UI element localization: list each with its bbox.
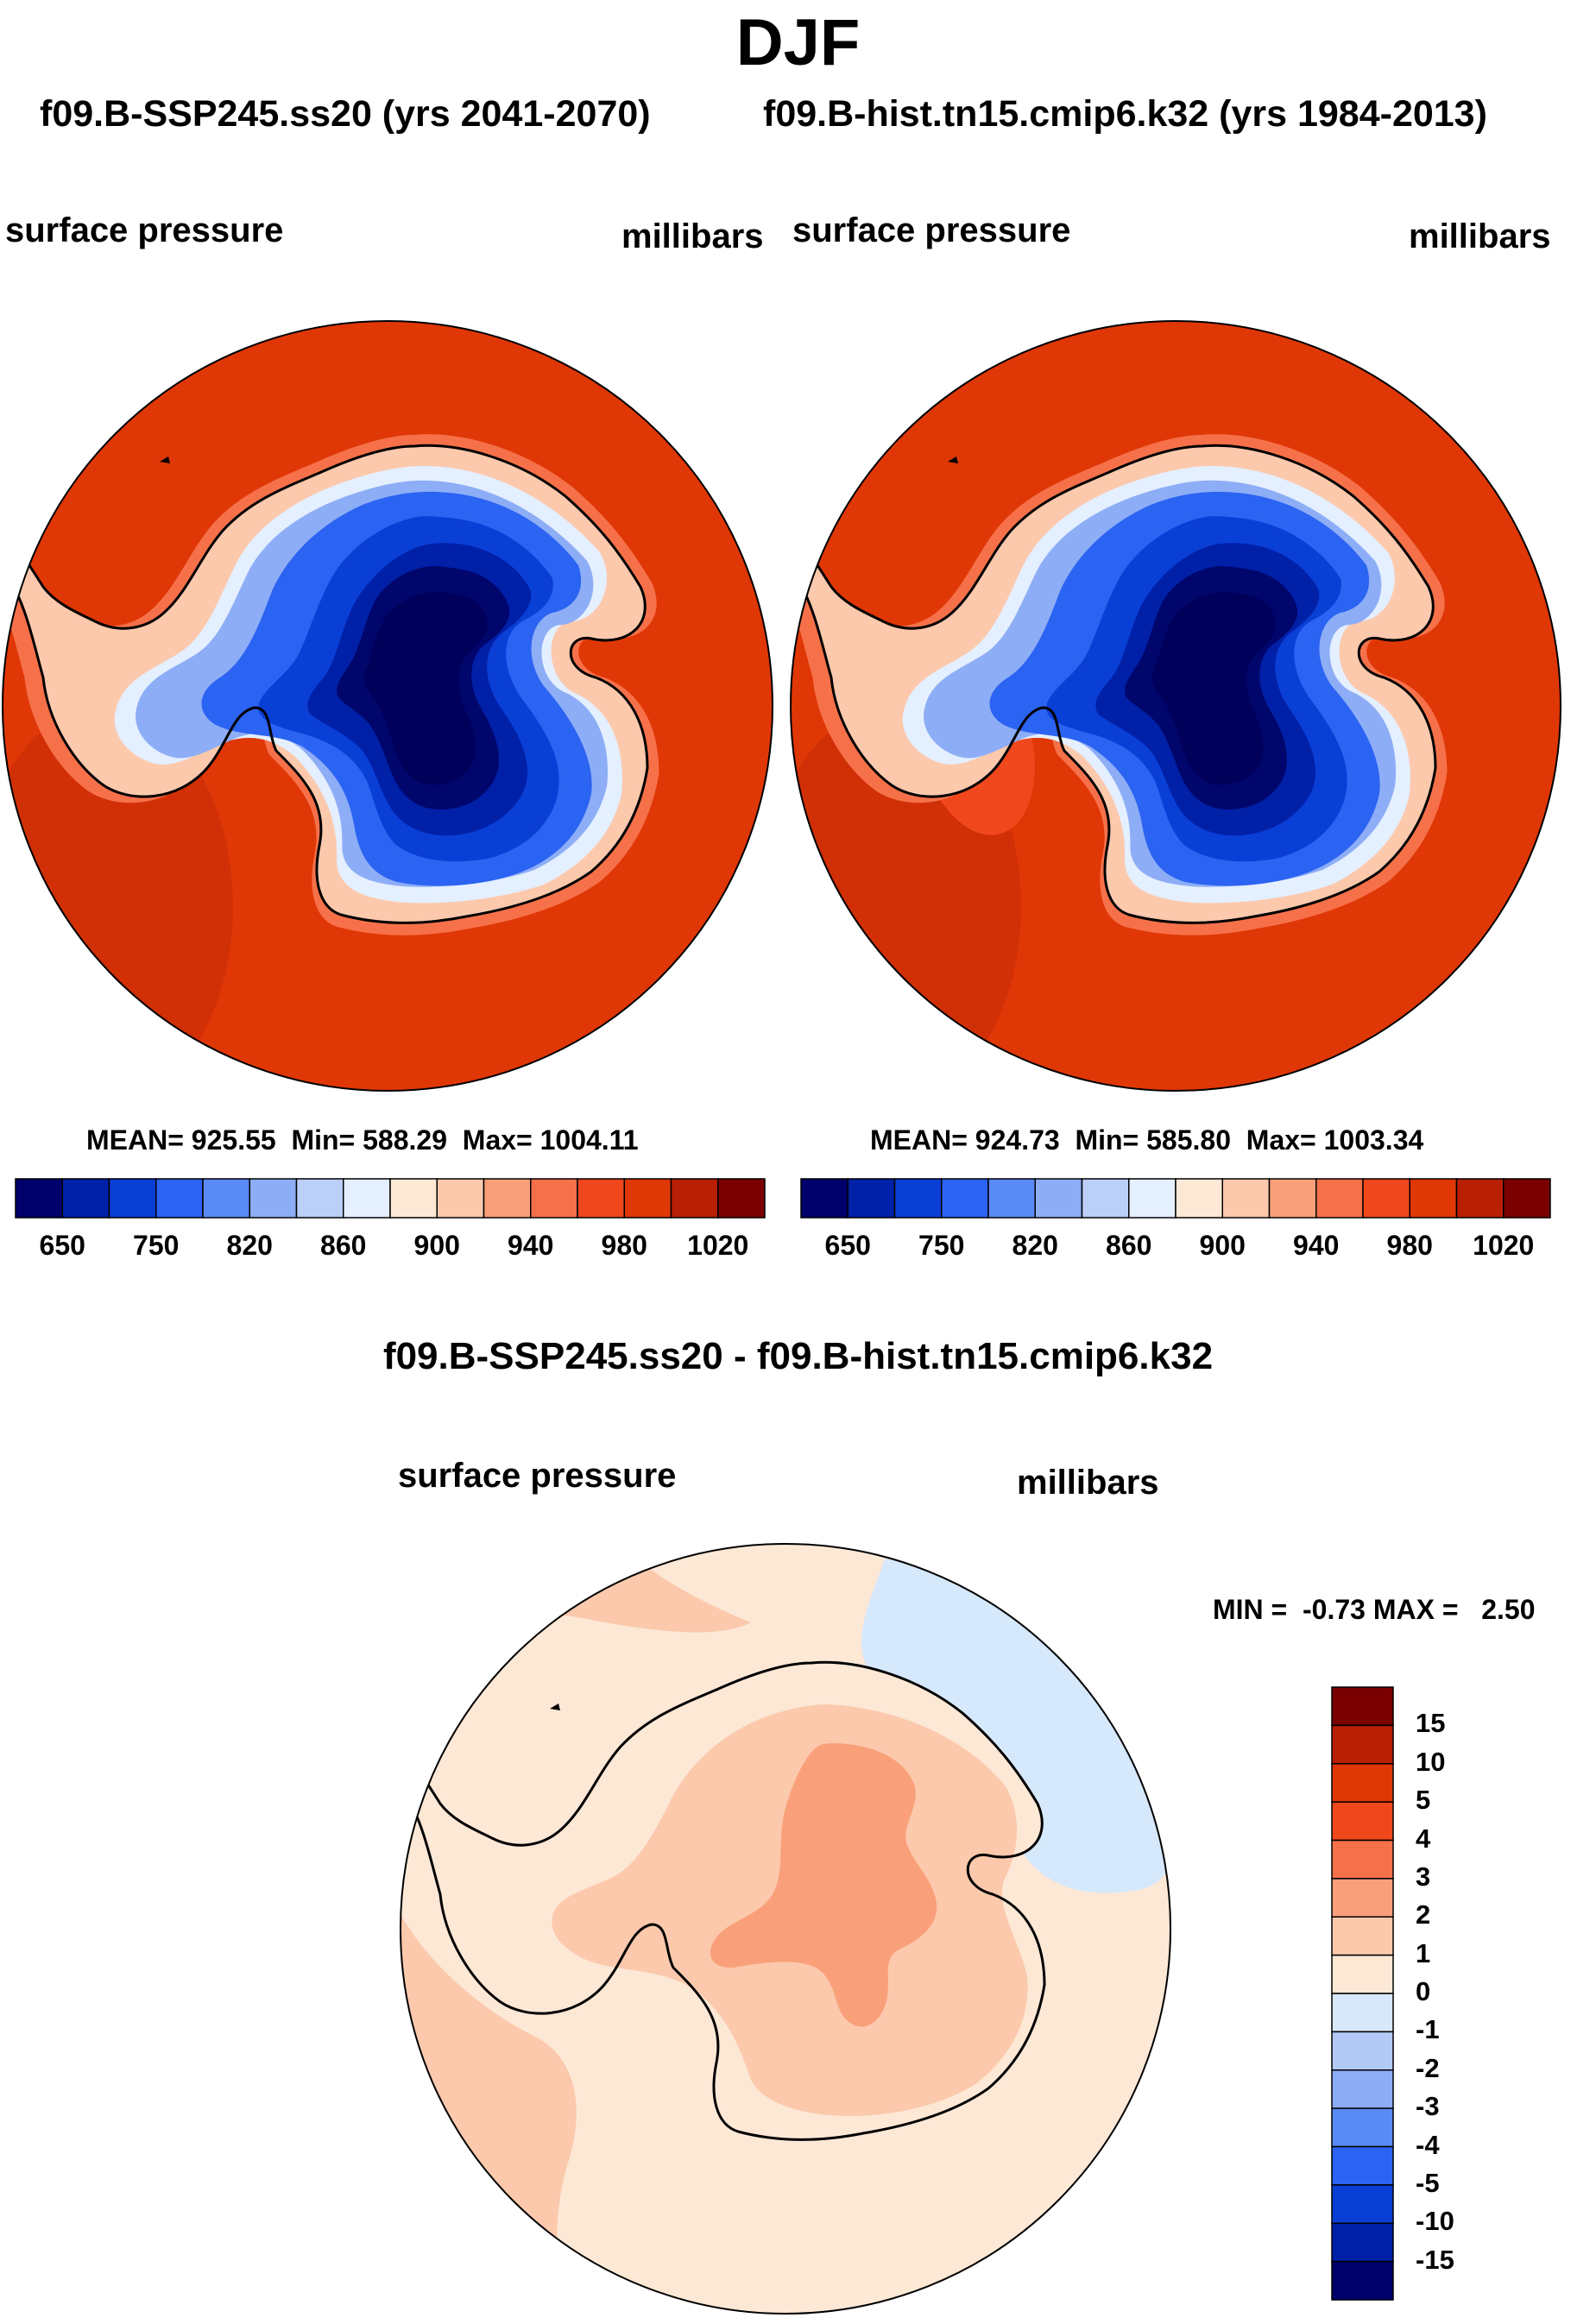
colorbar-3-swatch [1331, 2222, 1394, 2263]
colorbar-2-swatch [987, 1178, 1036, 1219]
colorbar-2-tick-label: 940 [1293, 1230, 1340, 1261]
colorbar-3-swatch [1331, 2184, 1394, 2224]
colorbar-1-swatch [670, 1178, 719, 1219]
colorbar-3 [1331, 1686, 1394, 2301]
colorbar-2-swatch [1409, 1178, 1458, 1219]
colorbar-1-tick-label: 980 [601, 1230, 647, 1261]
colorbar-3-tick-label: -10 [1416, 2206, 1454, 2237]
colorbar-3-swatch [1331, 1878, 1394, 1918]
colorbar-1 [15, 1178, 766, 1219]
panel-2-stats: MEAN= 924.73 Min= 585.80 Max= 1003.34 [870, 1124, 1424, 1156]
colorbar-1-swatch [15, 1178, 63, 1219]
colorbar-1-tick-label: 900 [413, 1230, 460, 1261]
colorbar-3-swatch [1331, 1954, 1394, 1994]
colorbar-3-tick-label: 0 [1416, 1976, 1431, 2006]
colorbar-3-tick-label: -2 [1416, 2052, 1440, 2083]
colorbar-1-swatch [389, 1178, 438, 1219]
colorbar-2-tick-label: 1020 [1473, 1230, 1535, 1261]
colorbar-1-swatch [717, 1178, 766, 1219]
colorbar-1-tick-label: 750 [133, 1230, 180, 1261]
colorbar-3-tick-label: -3 [1416, 2091, 1440, 2122]
colorbar-3-swatch [1331, 1686, 1394, 1727]
colorbar-3-swatch [1331, 2107, 1394, 2148]
panel-3-right-label: millibars [1017, 1464, 1159, 1502]
colorbar-2-swatch [941, 1178, 989, 1219]
colorbar-1-swatch [61, 1178, 110, 1219]
colorbar-2-swatch [800, 1178, 848, 1219]
colorbar-2-tick-label: 900 [1199, 1230, 1246, 1261]
colorbar-3-swatch [1331, 2260, 1394, 2301]
colorbar-1-swatch [249, 1178, 298, 1219]
colorbar-3-swatch [1331, 1801, 1394, 1842]
colorbar-2-tick-label: 650 [824, 1230, 871, 1261]
panel-1-right-label: millibars [621, 217, 764, 255]
figure-title: DJF [735, 6, 861, 79]
map-panel-2 [790, 320, 1561, 1092]
colorbar-2-swatch [1362, 1178, 1410, 1219]
colorbar-3-swatch [1331, 1839, 1394, 1880]
colorbar-2-swatch [1081, 1178, 1130, 1219]
colorbar-2-swatch [1034, 1178, 1083, 1219]
colorbar-2-swatch [1128, 1178, 1176, 1219]
colorbar-2-swatch [847, 1178, 896, 1219]
difference-header: f09.B-SSP245.ss20 - f09.B-hist.tn15.cmip… [382, 1335, 1214, 1377]
colorbar-1-swatch [483, 1178, 532, 1219]
colorbar-3-tick-label: -1 [1416, 2014, 1440, 2045]
panel-3-stats: MIN = -0.73 MAX = 2.50 [1213, 1594, 1536, 1625]
colorbar-1-swatch [343, 1178, 391, 1219]
colorbar-3-tick-label: 10 [1416, 1746, 1446, 1777]
panel-3-left-label: surface pressure [398, 1457, 677, 1495]
panel-1-left-label: surface pressure [5, 211, 284, 249]
colorbar-2-swatch [1503, 1178, 1551, 1219]
colorbar-2-tick-label: 750 [918, 1230, 965, 1261]
panel-2-header: f09.B-hist.tn15.cmip6.k32 (yrs 1984-2013… [763, 93, 1487, 135]
colorbar-1-swatch [530, 1178, 578, 1219]
colorbar-1-tick-label: 860 [320, 1230, 367, 1261]
colorbar-1-swatch [202, 1178, 250, 1219]
colorbar-1-swatch [623, 1178, 672, 1219]
colorbar-1-tick-label: 820 [226, 1230, 273, 1261]
colorbar-1-swatch [577, 1178, 625, 1219]
colorbar-1-swatch [108, 1178, 157, 1219]
colorbar-2-tick-label: 860 [1106, 1230, 1152, 1261]
colorbar-3-swatch [1331, 1993, 1394, 2033]
map-panel-3 [400, 1543, 1171, 2315]
colorbar-3-tick-label: 15 [1416, 1708, 1446, 1739]
colorbar-3-tick-label: 3 [1416, 1861, 1431, 1892]
colorbar-3-tick-label: -5 [1416, 2167, 1440, 2198]
colorbar-1-swatch [155, 1178, 204, 1219]
colorbar-2 [800, 1178, 1551, 1219]
colorbar-2-swatch [1221, 1178, 1271, 1219]
colorbar-3-swatch [1331, 2031, 1394, 2071]
colorbar-1-swatch [436, 1178, 485, 1219]
colorbar-2-swatch [1315, 1178, 1364, 1219]
colorbar-2-tick-label: 980 [1386, 1230, 1433, 1261]
map-panel-1 [2, 320, 773, 1092]
colorbar-3-tick-label: 5 [1416, 1785, 1431, 1816]
colorbar-1-tick-label: 1020 [687, 1230, 749, 1261]
colorbar-3-swatch [1331, 1724, 1394, 1765]
colorbar-2-tick-label: 820 [1012, 1230, 1058, 1261]
colorbar-3-tick-label: 1 [1416, 1937, 1431, 1968]
colorbar-3-swatch [1331, 1763, 1394, 1803]
colorbar-2-swatch [1268, 1178, 1317, 1219]
colorbar-2-swatch [1175, 1178, 1223, 1219]
colorbar-2-swatch [1455, 1178, 1505, 1219]
colorbar-1-tick-label: 940 [508, 1230, 554, 1261]
colorbar-1-swatch [295, 1178, 344, 1219]
panel-1-header: f09.B-SSP245.ss20 (yrs 2041-2070) [40, 93, 651, 135]
colorbar-2-swatch [893, 1178, 943, 1219]
panel-2-right-label: millibars [1409, 217, 1551, 255]
panel-2-left-label: surface pressure [792, 211, 1071, 249]
colorbar-3-tick-label: -4 [1416, 2129, 1440, 2160]
colorbar-3-swatch [1331, 2069, 1394, 2109]
colorbar-3-tick-label: 4 [1416, 1823, 1431, 1854]
colorbar-3-tick-label: 2 [1416, 1899, 1431, 1930]
colorbar-3-swatch [1331, 2145, 1394, 2186]
colorbar-3-tick-label: -15 [1416, 2244, 1454, 2275]
colorbar-3-swatch [1331, 1916, 1394, 1956]
panel-1-stats: MEAN= 925.55 Min= 588.29 Max= 1004.11 [86, 1124, 639, 1156]
colorbar-1-tick-label: 650 [39, 1230, 85, 1261]
